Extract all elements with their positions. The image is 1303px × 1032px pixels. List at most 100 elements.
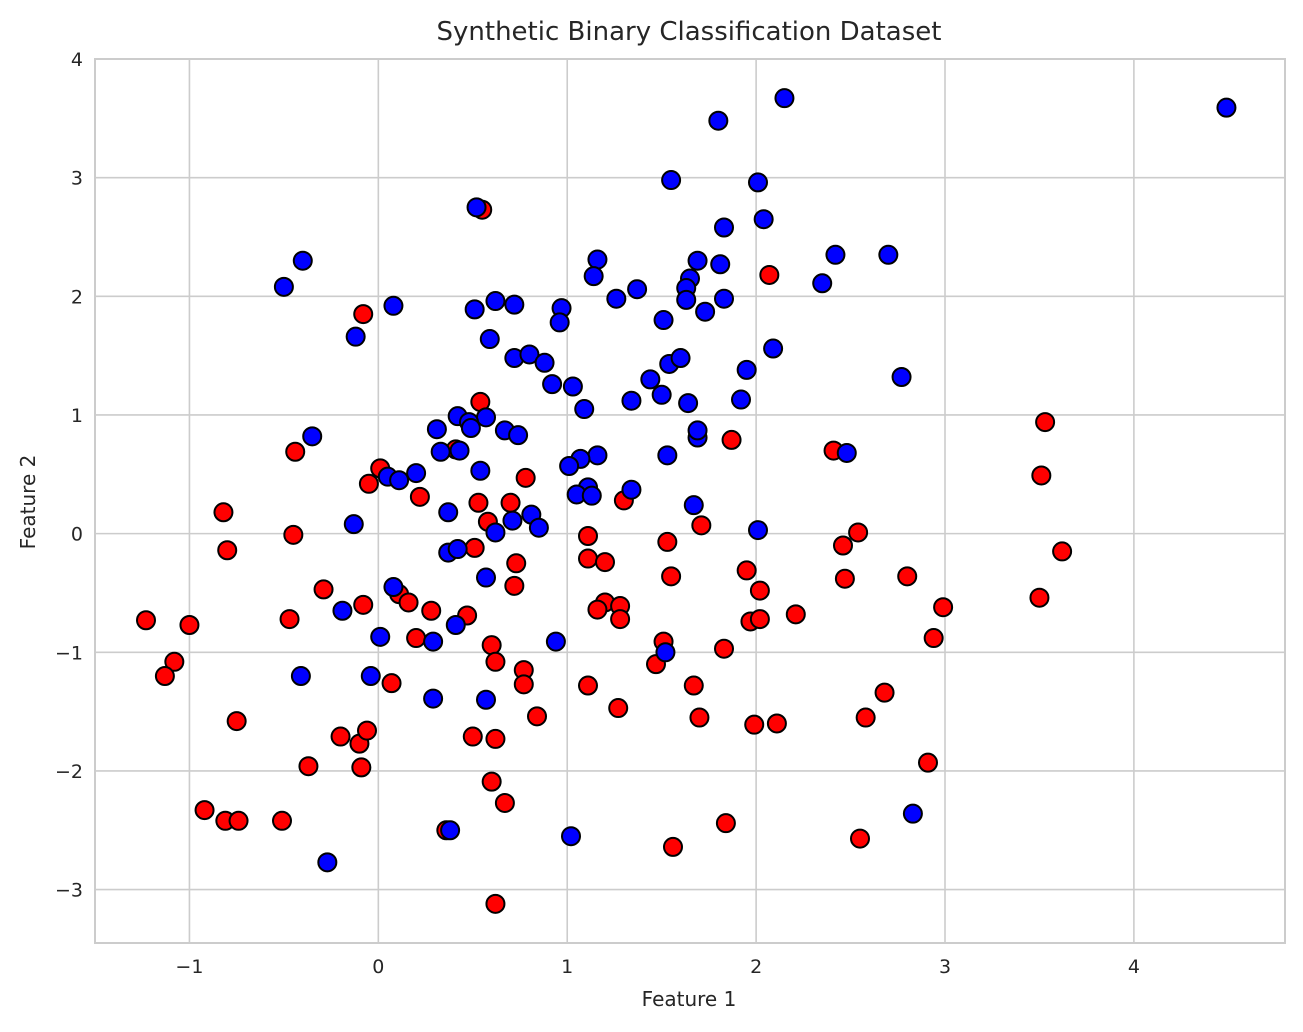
data-point (710, 254, 731, 275)
data-point (689, 707, 710, 728)
data-points (136, 88, 1237, 914)
data-point (578, 548, 598, 569)
data-point (447, 539, 468, 560)
y-tick-label: 1 (71, 405, 83, 427)
x-tick-label: 3 (939, 956, 951, 978)
data-point (370, 626, 391, 647)
data-point (479, 329, 500, 350)
data-point (545, 631, 566, 652)
data-point (708, 110, 729, 131)
data-point (653, 310, 674, 331)
y-tick-labels: −3 −2 −1 0 1 2 3 4 (55, 49, 83, 902)
plot-frame (94, 58, 1286, 944)
data-point (345, 326, 366, 347)
data-point (833, 535, 853, 556)
data-point (657, 531, 678, 552)
x-tick-label: −1 (175, 956, 203, 978)
data-point (825, 244, 846, 265)
data-point (528, 517, 549, 538)
data-point (383, 577, 404, 598)
data-point (292, 250, 313, 271)
data-point (578, 526, 598, 547)
data-point (228, 810, 249, 831)
data-point (621, 479, 642, 500)
y-tick-label: 0 (71, 524, 83, 546)
data-point (406, 628, 427, 649)
data-point (504, 575, 525, 596)
data-point (621, 390, 642, 411)
data-point (587, 599, 608, 620)
y-tick-label: −1 (55, 642, 83, 664)
data-point (290, 666, 311, 687)
data-point (423, 631, 444, 652)
data-point (691, 515, 712, 536)
data-point (485, 522, 506, 543)
data-point (460, 418, 481, 439)
data-point (332, 600, 353, 621)
y-tick-label: −2 (55, 761, 83, 783)
data-point (874, 682, 895, 703)
data-point (298, 756, 319, 777)
data-point (357, 720, 377, 741)
y-tick-label: −3 (55, 880, 83, 902)
data-point (1029, 587, 1050, 608)
data-point (608, 698, 629, 719)
data-point (606, 288, 627, 309)
data-point (430, 441, 451, 462)
data-point (559, 455, 580, 476)
data-point (1031, 465, 1052, 486)
data-point (661, 170, 682, 191)
data-point (283, 524, 304, 545)
data-point (610, 609, 631, 630)
data-point (721, 429, 742, 450)
data-point (655, 642, 676, 663)
data-point (834, 568, 855, 589)
data-point (313, 579, 334, 600)
data-point (714, 288, 734, 309)
data-point (481, 635, 502, 656)
data-point (687, 420, 708, 441)
data-point (759, 264, 780, 285)
x-tick-labels: −1 0 1 2 3 4 (175, 956, 1139, 978)
data-point (406, 463, 427, 484)
data-point (476, 567, 496, 588)
data-point (640, 369, 661, 390)
data-point (353, 304, 374, 325)
data-point (627, 279, 648, 300)
data-point (687, 250, 708, 271)
data-point (715, 813, 736, 834)
data-point (426, 419, 447, 440)
data-point (272, 810, 292, 831)
x-tick-label: 4 (1128, 956, 1140, 978)
data-point (736, 560, 757, 581)
data-point (1035, 412, 1056, 433)
data-point (421, 600, 442, 621)
data-point (481, 771, 502, 792)
data-point (661, 566, 682, 587)
data-point (918, 752, 938, 773)
y-tick-label: 4 (71, 49, 83, 71)
data-point (213, 502, 234, 523)
data-point (595, 552, 615, 573)
data-point (445, 614, 466, 635)
data-point (850, 828, 870, 849)
data-point (470, 460, 491, 481)
data-point (923, 628, 944, 649)
data-point (485, 291, 506, 312)
data-point (494, 792, 515, 813)
data-point (749, 580, 770, 601)
data-point (351, 757, 372, 778)
data-point (485, 728, 506, 749)
data-point (933, 597, 954, 618)
data-point (500, 492, 521, 513)
data-point (748, 172, 768, 193)
x-tick-label: 0 (372, 956, 384, 978)
data-point (695, 301, 716, 322)
data-point (502, 510, 523, 531)
data-point (587, 249, 608, 270)
y-tick-label: 3 (71, 168, 83, 190)
data-point (464, 299, 485, 320)
data-point (774, 88, 795, 109)
data-point (449, 440, 470, 461)
data-point (343, 514, 364, 535)
